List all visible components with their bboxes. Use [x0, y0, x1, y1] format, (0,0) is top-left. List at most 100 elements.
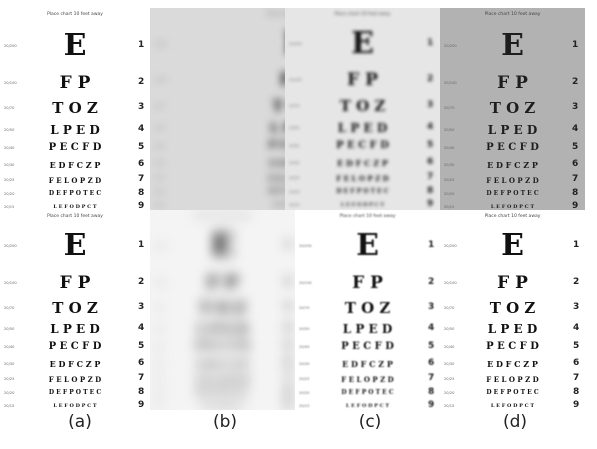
snellen-label: 20/40 — [444, 345, 455, 349]
row-number: 3 — [138, 102, 145, 112]
eye-chart: Place chart 10 feet away 20/200 E 1 20/100 F … — [440, 8, 585, 210]
row-number: 9 — [428, 400, 435, 410]
chart-letters: L P E D — [197, 322, 248, 336]
eye-chart: Place chart 10 feet away 20/200 E 1 20/100 F … — [295, 210, 440, 410]
row-number: 2 — [572, 77, 579, 87]
panel-c-bottom: Place chart 10 feet away 20/200 E 1 20/100 F … — [295, 210, 440, 410]
chart-letters: E — [501, 228, 524, 263]
chart-letters: D E F P O T E C — [48, 190, 102, 197]
row-number: 7 — [285, 373, 292, 383]
snellen-label: 20/50 — [154, 126, 165, 130]
row-number: 9 — [138, 400, 145, 410]
row-number: 5 — [285, 341, 292, 351]
row-number: 5 — [573, 341, 580, 351]
snellen-label: 20/15 — [154, 203, 165, 207]
chart-letters: T O Z — [199, 298, 246, 317]
snellen-label: 20/30 — [444, 163, 455, 167]
row-number: 4 — [428, 323, 435, 333]
row-number: 5 — [572, 142, 579, 152]
snellen-label: 20/40 — [154, 345, 165, 349]
row-number: 6 — [427, 157, 434, 167]
row-number: 8 — [285, 387, 292, 397]
chart-letters: P E C F D — [196, 341, 249, 352]
snellen-label: 20/25 — [4, 377, 15, 381]
row-number: 9 — [427, 199, 434, 209]
snellen-label: 20/30 — [299, 362, 310, 366]
chart-letters: F P — [59, 272, 91, 293]
snellen-label: 20/20 — [299, 391, 310, 395]
snellen-label: 20/25 — [154, 176, 165, 180]
snellen-label: 20/100 — [289, 78, 302, 82]
row-number: 8 — [573, 387, 580, 397]
snellen-label: 20/50 — [444, 128, 455, 132]
snellen-label: 20/50 — [444, 327, 455, 331]
chart-letters: L E F O D P C T — [340, 201, 385, 208]
chart-letters: T O Z — [52, 298, 98, 317]
chart-letters: E D F C Z P — [487, 359, 538, 369]
row-number: 8 — [572, 188, 579, 198]
row-number: 1 — [572, 40, 579, 50]
row-number: 4 — [572, 124, 579, 134]
snellen-label: 20/40 — [444, 146, 455, 150]
row-number: 3 — [427, 100, 434, 110]
row-number: 1 — [573, 240, 580, 250]
chart-letters: D E F P O T E C — [486, 190, 539, 197]
chart-letters: E — [63, 228, 87, 263]
snellen-label: 20/50 — [299, 327, 310, 331]
row-number: 1 — [427, 38, 434, 48]
chart-letters: E D F C Z P — [342, 359, 393, 369]
row-number: 4 — [285, 323, 292, 333]
snellen-label: 20/70 — [154, 306, 165, 310]
snellen-label: 20/100 — [444, 281, 457, 285]
row-number: 3 — [572, 102, 579, 112]
snellen-label: 20/40 — [289, 144, 300, 148]
caption-a: (a) — [68, 412, 92, 432]
chart-letters: L E F O D P C T — [490, 402, 535, 409]
snellen-label: 20/15 — [444, 404, 455, 408]
snellen-label: 20/100 — [154, 281, 167, 285]
row-number: 6 — [573, 358, 580, 368]
row-number: 8 — [138, 387, 145, 397]
chart-letters: E D F C Z P — [487, 160, 538, 170]
chart-letters: E — [351, 26, 374, 61]
chart-letters: E D F C Z P — [197, 359, 248, 369]
snellen-label: 20/30 — [4, 163, 15, 167]
snellen-label: 20/200 — [154, 42, 167, 46]
snellen-label: 20/50 — [289, 126, 300, 130]
snellen-label: 20/25 — [289, 176, 300, 180]
chart-letters: L P E D — [487, 123, 538, 137]
chart-letters: T O Z — [489, 98, 536, 117]
chart-letters: L E F O D P C T — [53, 402, 97, 409]
snellen-label: 20/20 — [154, 190, 165, 194]
snellen-label: 20/30 — [4, 362, 15, 366]
snellen-label: 20/70 — [444, 306, 455, 310]
row-number: 9 — [572, 201, 579, 210]
chart-letters: E — [356, 228, 379, 263]
chart-letters: E D F C Z P — [49, 359, 101, 369]
chart-letters: F E L O P Z D — [48, 175, 102, 185]
row-number: 7 — [428, 373, 435, 383]
row-number: 8 — [427, 186, 434, 196]
chart-letters: D E F P O T E C — [196, 389, 249, 396]
panel-a-top: Place chart 10 feet away 20/200 E 1 20/100 F … — [0, 8, 150, 210]
chart-letters: T O Z — [489, 298, 536, 317]
row-number: 9 — [138, 201, 145, 210]
row-number: 9 — [285, 400, 292, 410]
snellen-label: 20/100 — [299, 281, 312, 285]
chart-letters: L E F O D P C T — [490, 203, 535, 210]
chart-letters: F E L O P Z D — [336, 173, 389, 183]
snellen-label: 20/100 — [444, 81, 457, 85]
caption-b: (b) — [212, 412, 238, 432]
chart-letters: D E F P O T E C — [486, 389, 539, 396]
snellen-label: 20/30 — [154, 161, 165, 165]
snellen-label: 20/25 — [444, 178, 455, 182]
snellen-label: 20/20 — [4, 192, 15, 196]
chart-letters: F P — [347, 69, 378, 90]
panel-a-bottom: Place chart 10 feet away 20/200 E 1 20/100 F … — [0, 210, 150, 410]
row-number: 6 — [138, 358, 145, 368]
row-number: 3 — [138, 302, 145, 312]
snellen-label: 20/30 — [444, 362, 455, 366]
snellen-label: 20/50 — [154, 327, 165, 331]
chart-letters: F P — [207, 272, 238, 293]
row-number: 2 — [573, 277, 580, 287]
